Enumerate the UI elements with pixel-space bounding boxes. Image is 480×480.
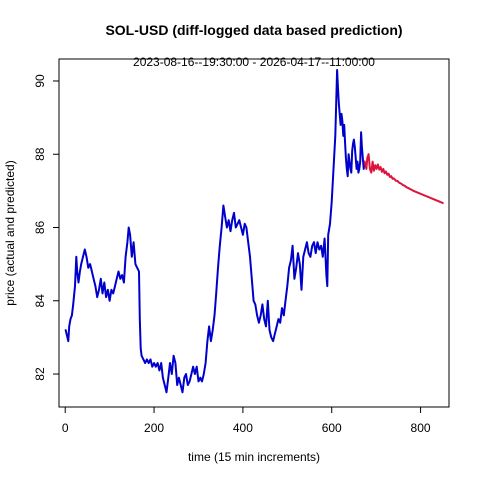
predicted-price-line bbox=[363, 153, 444, 204]
x-tick-label: 200 bbox=[144, 421, 164, 435]
x-tick-label: 400 bbox=[233, 421, 253, 435]
y-axis: 82 84 86 88 90 bbox=[33, 74, 60, 381]
x-tick-label: 800 bbox=[411, 421, 431, 435]
plot-frame bbox=[58, 58, 450, 408]
x-axis: 0 200 400 600 800 bbox=[62, 406, 431, 435]
chart-title: SOL-USD (diff-logged data based predicti… bbox=[105, 22, 402, 38]
x-axis-label: time (15 min increments) bbox=[188, 450, 320, 464]
y-tick-label: 82 bbox=[33, 367, 47, 381]
y-tick-label: 90 bbox=[33, 74, 47, 88]
x-tick-label: 600 bbox=[322, 421, 342, 435]
y-tick-label: 88 bbox=[33, 147, 47, 161]
y-axis-label: price (actual and predicted) bbox=[3, 160, 17, 305]
actual-price-line bbox=[64, 69, 366, 394]
chart-subtitle: 2023-08-16--19:30:00 - 2026-04-17--11:00… bbox=[133, 55, 375, 69]
x-tick-label: 0 bbox=[62, 421, 69, 435]
y-tick-label: 84 bbox=[33, 294, 47, 308]
series-group bbox=[64, 69, 444, 394]
y-tick-label: 86 bbox=[33, 221, 47, 235]
